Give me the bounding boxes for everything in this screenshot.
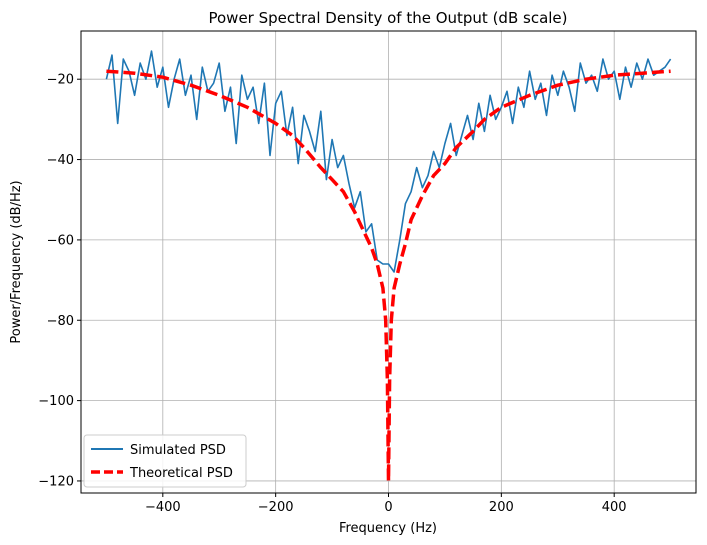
x-tick-label: −200 <box>258 500 294 515</box>
chart-title: Power Spectral Density of the Output (dB… <box>208 9 567 27</box>
x-axis-label: Frequency (Hz) <box>339 521 437 536</box>
y-tick-label: −80 <box>47 314 74 329</box>
y-axis-label: Power/Frequency (dB/Hz) <box>9 180 24 343</box>
legend-box <box>83 434 247 488</box>
series-line-simulated-psd <box>105 50 672 273</box>
y-tick-label: −20 <box>47 73 74 88</box>
y-tick-label: −100 <box>38 394 74 409</box>
x-tick-label: 400 <box>602 500 627 515</box>
x-axis-ticks: −400 −200 0 200 400 <box>145 493 627 515</box>
y-axis-ticks: −20 −40 −60 −80 −100 −120 <box>38 73 81 489</box>
y-tick-label: −40 <box>47 153 74 168</box>
y-tick-label: −60 <box>47 233 74 248</box>
y-tick-label: −120 <box>38 474 74 489</box>
x-tick-label: −400 <box>145 500 181 515</box>
legend: Simulated PSD Theoretical PSD <box>83 434 247 488</box>
plot-area <box>105 50 672 483</box>
x-tick-label: 0 <box>384 500 392 515</box>
x-tick-label: 200 <box>489 500 514 515</box>
series-line-theoretical-psd <box>106 69 671 483</box>
legend-label-theoretical: Theoretical PSD <box>129 466 233 481</box>
legend-label-simulated: Simulated PSD <box>130 443 226 458</box>
